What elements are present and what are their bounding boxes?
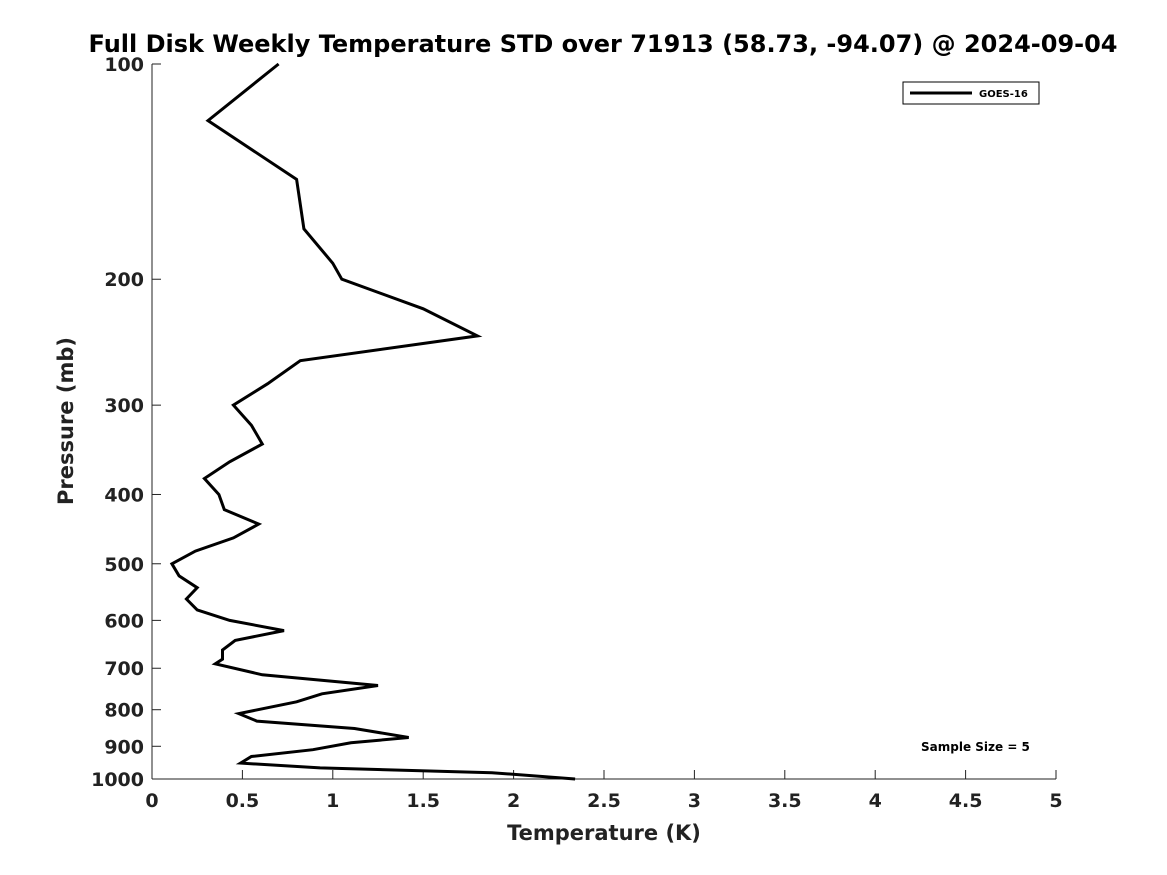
x-tick-label: 5 xyxy=(1049,790,1062,812)
y-tick-label: 400 xyxy=(104,484,144,506)
y-tick-label: 1000 xyxy=(91,769,144,791)
x-tick-label: 1.5 xyxy=(406,790,440,812)
x-axis-label: Temperature (K) xyxy=(507,821,701,845)
legend: GOES-16 xyxy=(902,81,1040,105)
x-ticks: 0 0.5 1 1.5 2 2.5 3 3.5 4 4.5 5 xyxy=(145,770,1063,812)
x-tick-label: 0.5 xyxy=(226,790,260,812)
y-tick-label: 800 xyxy=(104,700,144,722)
plot-area: 0 0.5 1 1.5 2 2.5 3 3.5 4 4.5 5 100 200 300 400 500 600… xyxy=(91,54,1063,812)
x-tick-label: 4 xyxy=(869,790,882,812)
series-line-goes-16 xyxy=(169,62,576,781)
y-tick-label: 100 xyxy=(104,54,144,76)
x-tick-label: 0 xyxy=(145,790,158,812)
y-tick-label: 200 xyxy=(104,269,144,291)
x-tick-label: 1 xyxy=(326,790,339,812)
x-tick-label: 2.5 xyxy=(587,790,621,812)
y-axis-label: Pressure (mb) xyxy=(54,337,78,505)
y-tick-label: 700 xyxy=(104,658,144,680)
chart-title: Full Disk Weekly Temperature STD over 71… xyxy=(89,30,1118,58)
y-tick-label: 600 xyxy=(104,610,144,632)
sample-size-annotation: Sample Size = 5 xyxy=(921,740,1030,754)
legend-label-goes-16: GOES-16 xyxy=(979,89,1028,100)
y-ticks: 100 200 300 400 500 600 700 800 900 1000 xyxy=(91,54,161,791)
x-tick-label: 2 xyxy=(507,790,520,812)
y-tick-label: 300 xyxy=(104,395,144,417)
x-tick-label: 3 xyxy=(688,790,701,812)
y-tick-label: 500 xyxy=(104,554,144,576)
y-tick-label: 900 xyxy=(104,736,144,758)
x-tick-label: 4.5 xyxy=(949,790,983,812)
x-tick-label: 3.5 xyxy=(768,790,802,812)
